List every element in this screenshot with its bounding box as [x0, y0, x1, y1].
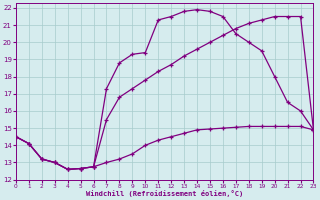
X-axis label: Windchill (Refroidissement éolien,°C): Windchill (Refroidissement éolien,°C) [86, 190, 243, 197]
